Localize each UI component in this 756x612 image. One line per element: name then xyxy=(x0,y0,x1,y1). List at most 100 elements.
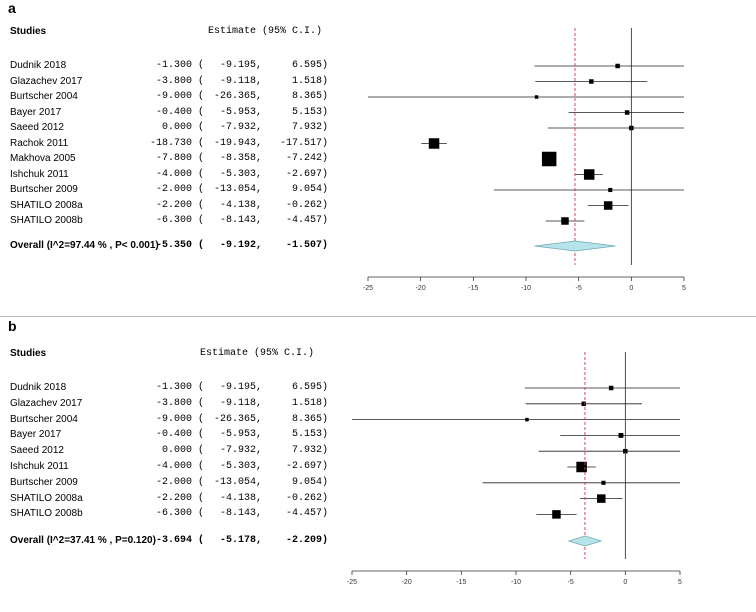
ci-lower-value: -9.195, xyxy=(219,382,262,393)
ci-open-paren: ( xyxy=(198,91,205,102)
ci-open-paren: ( xyxy=(198,508,205,520)
column-header-studies: Studies xyxy=(10,348,47,359)
ci-lower-value: -9.118, xyxy=(219,75,262,87)
ci-lower-value: -5.953, xyxy=(219,429,262,441)
study-name: Saeed 2012 xyxy=(10,445,64,457)
ci-close-paren: ) xyxy=(322,240,329,251)
ci-close-paren: ) xyxy=(322,429,329,441)
study-name: Dudnik 2018 xyxy=(10,60,67,71)
ci-open-paren: ( xyxy=(198,461,205,472)
ci-lower-value: -5.953, xyxy=(219,106,262,118)
ci-upper-value: -4.457 xyxy=(285,215,322,226)
ci-open-paren: ( xyxy=(198,106,205,118)
estimate-value: 0.000 xyxy=(161,122,192,133)
ci-upper-value: 5.153 xyxy=(291,106,322,118)
x-tick-label: -5 xyxy=(568,579,574,586)
point-estimate-square xyxy=(576,461,587,473)
estimate-value: -6.300 xyxy=(155,508,192,520)
point-estimate-square xyxy=(534,95,539,99)
forest-plot-area: -25 -20 -15 -10 -5 0 5 xyxy=(363,28,686,292)
summary-diamond xyxy=(534,240,616,252)
study-name: Burtscher 2004 xyxy=(10,413,78,425)
ci-open-paren: ( xyxy=(198,397,205,409)
ci-close-paren: ) xyxy=(322,184,329,195)
ci-open-paren: ( xyxy=(198,60,205,71)
ci-open-paren: ( xyxy=(198,122,205,133)
ci-open-paren: ( xyxy=(198,199,205,211)
study-name: Makhova 2005 xyxy=(10,153,76,164)
estimate-value: -2.000 xyxy=(155,184,192,195)
x-tick-label: -15 xyxy=(468,285,478,292)
x-tick-label: 5 xyxy=(682,285,686,292)
estimate-value: -4.000 xyxy=(155,461,192,472)
ci-open-paren: ( xyxy=(198,413,205,425)
ci-open-paren: ( xyxy=(198,168,205,180)
ci-lower-value: -8.143, xyxy=(219,215,262,226)
ci-open-paren: ( xyxy=(198,240,205,251)
ci-upper-value: -2.697 xyxy=(285,168,322,180)
ci-close-paren: ) xyxy=(322,413,329,425)
overall-estimate-value: -3.694 xyxy=(155,535,192,546)
ci-close-paren: ) xyxy=(322,492,329,504)
x-tick-label: -25 xyxy=(347,579,357,586)
overall-ci-lower: -9.192, xyxy=(219,240,262,251)
ci-close-paren: ) xyxy=(322,122,329,133)
ci-upper-value: 9.054 xyxy=(291,184,322,195)
ci-upper-value: 6.595 xyxy=(291,382,322,393)
ci-upper-value: -4.457 xyxy=(285,508,322,520)
x-tick-label: 0 xyxy=(623,579,627,586)
point-estimate-square xyxy=(624,110,630,115)
estimate-value: -1.300 xyxy=(155,60,192,71)
study-name: Burtscher 2009 xyxy=(10,476,78,488)
study-name: Rachok 2011 xyxy=(10,137,69,149)
study-name: SHATILO 2008b xyxy=(10,508,83,520)
ci-close-paren: ) xyxy=(322,476,329,488)
study-name: Saeed 2012 xyxy=(10,122,64,133)
ci-upper-value: 7.932 xyxy=(291,122,322,133)
ci-open-paren: ( xyxy=(198,445,205,457)
study-name: SHATILO 2008a xyxy=(10,199,83,211)
ci-upper-value: 8.365 xyxy=(291,91,322,102)
ci-close-paren: ) xyxy=(322,91,329,102)
panel-divider xyxy=(0,316,756,317)
point-estimate-square xyxy=(618,432,624,438)
overall-ci-upper: -1.507 xyxy=(285,240,322,251)
ci-close-paren: ) xyxy=(322,382,329,393)
estimate-value: -18.730 xyxy=(150,137,193,149)
estimate-value: -4.000 xyxy=(155,168,192,180)
forest-plot-panel-b: b Studies Estimate (95% C.I.) Dudnik 2018 -… xyxy=(0,318,756,612)
estimate-value: 0.000 xyxy=(161,445,192,457)
x-tick-label: -10 xyxy=(511,579,521,586)
point-estimate-square xyxy=(615,63,620,69)
ci-close-paren: ) xyxy=(322,106,329,118)
study-name: SHATILO 2008a xyxy=(10,492,83,504)
x-tick-label: 5 xyxy=(678,579,682,586)
x-tick-label: -20 xyxy=(416,285,426,292)
study-name: Burtscher 2009 xyxy=(10,184,78,195)
panel-label: a xyxy=(8,0,16,16)
ci-open-paren: ( xyxy=(198,137,205,149)
x-tick-label: -5 xyxy=(576,285,582,292)
estimate-value: -6.300 xyxy=(155,215,192,226)
forest-plot-area: -25 -20 -15 -10 -5 0 5 xyxy=(347,352,682,586)
study-name: Ishchuk 2011 xyxy=(10,168,69,180)
summary-diamond xyxy=(567,535,603,547)
point-estimate-square xyxy=(581,401,587,407)
point-estimate-square xyxy=(541,151,557,167)
estimate-value: -2.000 xyxy=(155,476,192,488)
ci-open-paren: ( xyxy=(198,153,205,164)
ci-open-paren: ( xyxy=(198,382,205,393)
ci-open-paren: ( xyxy=(198,215,205,226)
ci-lower-value: -5.303, xyxy=(219,168,262,180)
column-header-estimate: Estimate (95% C.I.) xyxy=(200,348,315,359)
ci-upper-value: 8.365 xyxy=(291,413,322,425)
x-tick-label: -10 xyxy=(521,285,531,292)
point-estimate-square xyxy=(428,138,440,149)
x-tick-label: 0 xyxy=(629,285,633,292)
ci-lower-value: -5.303, xyxy=(219,461,262,472)
ci-close-paren: ) xyxy=(322,397,329,409)
ci-lower-value: -13.054, xyxy=(213,184,262,195)
forest-plot-panel-a: a Studies Estimate (95% C.I.) Dudnik 2018 -… xyxy=(8,0,686,292)
ci-close-paren: ) xyxy=(322,137,329,149)
estimate-value: -3.800 xyxy=(155,397,192,409)
